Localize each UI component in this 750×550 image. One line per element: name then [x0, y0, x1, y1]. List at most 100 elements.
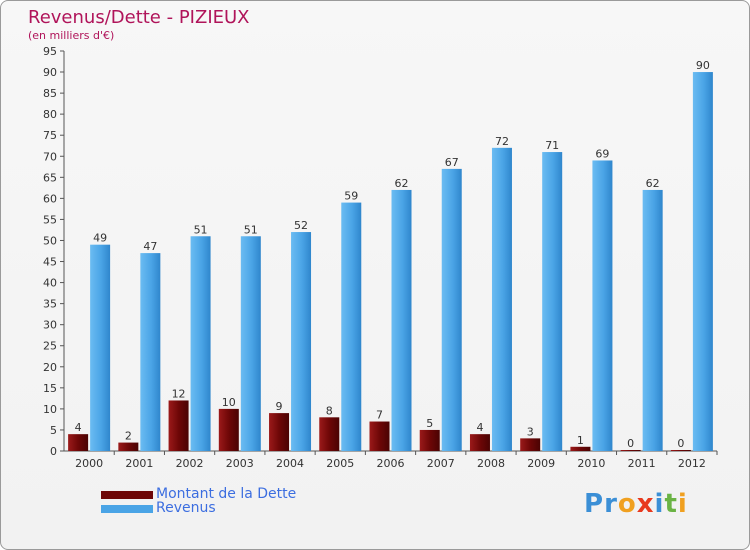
legend-label-revenus: Revenus	[156, 500, 216, 516]
x-tick-label: 2005	[326, 457, 354, 470]
y-tick-label: 95	[43, 45, 57, 58]
y-tick-label: 80	[43, 108, 57, 121]
x-tick-label: 2011	[628, 457, 656, 470]
data-label-dette: 10	[222, 396, 236, 409]
bar-revenus	[190, 236, 211, 451]
bar-revenus	[542, 152, 563, 452]
legend-swatch-revenus	[101, 505, 153, 513]
data-label-revenus: 52	[294, 219, 308, 232]
y-tick-label: 75	[43, 129, 57, 142]
bar-revenus	[140, 253, 161, 451]
y-tick-label: 85	[43, 87, 57, 100]
x-tick-label: 2010	[577, 457, 605, 470]
y-tick-label: 15	[43, 382, 57, 395]
bar-revenus	[341, 202, 362, 451]
y-tick-label: 90	[43, 66, 57, 79]
data-label-dette: 12	[172, 387, 186, 400]
data-label-revenus: 72	[495, 135, 509, 148]
bar-revenus	[291, 232, 312, 451]
bar-dette	[670, 450, 691, 451]
data-label-revenus: 51	[244, 223, 258, 236]
x-tick-label: 2000	[75, 457, 103, 470]
logo-letter: o	[617, 489, 637, 519]
legend-label-dette: Montant de la Dette	[156, 486, 297, 502]
legend-swatch-dette	[101, 491, 153, 499]
y-tick-label: 25	[43, 340, 57, 353]
data-label-dette: 4	[75, 421, 82, 434]
bar-revenus	[592, 160, 613, 451]
bar-revenus	[491, 147, 512, 451]
bar-dette	[419, 429, 440, 451]
x-tick-label: 2004	[276, 457, 304, 470]
bar-dette	[68, 434, 89, 451]
y-tick-label: 0	[50, 445, 57, 458]
bar-dette	[520, 438, 541, 451]
chart-title: Revenus/Dette - PIZIEUX	[28, 7, 250, 28]
data-label-dette: 1	[577, 434, 584, 447]
bar-revenus	[692, 72, 713, 451]
bar-revenus	[90, 244, 111, 451]
y-tick-label: 65	[43, 171, 57, 184]
data-label-dette: 7	[376, 409, 383, 422]
bar-revenus	[441, 168, 462, 452]
data-label-revenus: 90	[696, 59, 710, 72]
logo-letter: i	[677, 489, 688, 519]
data-label-dette: 3	[527, 425, 534, 438]
data-label-dette: 8	[326, 404, 333, 417]
x-tick-label: 2007	[427, 457, 455, 470]
bar-dette	[118, 442, 139, 451]
x-tick-label: 2001	[125, 457, 153, 470]
data-label-revenus: 47	[143, 240, 157, 253]
data-label-revenus: 51	[194, 223, 208, 236]
data-label-revenus: 62	[395, 177, 409, 190]
bar-dette	[570, 446, 591, 451]
bar-dette	[218, 408, 239, 451]
bar-dette	[269, 413, 290, 451]
data-label-dette: 0	[677, 437, 684, 450]
y-tick-label: 45	[43, 256, 57, 269]
data-label-revenus: 62	[646, 177, 660, 190]
x-tick-label: 2008	[477, 457, 505, 470]
x-tick-label: 2003	[226, 457, 254, 470]
y-tick-label: 55	[43, 213, 57, 226]
data-label-revenus: 49	[93, 232, 107, 245]
logo-letter: t	[664, 489, 678, 519]
data-label-revenus: 59	[344, 190, 358, 203]
bar-dette	[369, 421, 390, 451]
bar-dette	[620, 450, 641, 451]
logo-letter: i	[654, 489, 665, 519]
y-tick-label: 20	[43, 361, 57, 374]
bars-layer	[68, 72, 713, 452]
data-label-revenus: 69	[595, 147, 609, 160]
logo-letter: r	[604, 489, 618, 519]
data-label-revenus: 71	[545, 139, 559, 152]
x-tick-label: 2012	[678, 457, 706, 470]
bar-revenus	[240, 236, 261, 451]
data-label-revenus: 67	[445, 156, 459, 169]
data-label-dette: 4	[476, 421, 483, 434]
y-tick-label: 50	[43, 234, 57, 247]
y-tick-label: 70	[43, 150, 57, 163]
logo-letter: P	[584, 489, 605, 519]
x-tick-label: 2002	[176, 457, 204, 470]
data-label-dette: 5	[426, 417, 433, 430]
y-tick-label: 35	[43, 298, 57, 311]
y-tick-label: 30	[43, 319, 57, 332]
y-tick-label: 60	[43, 192, 57, 205]
y-tick-label: 5	[50, 424, 57, 437]
data-label-dette: 9	[276, 400, 283, 413]
proxiti-logo: Proxiti	[584, 489, 688, 519]
chart-subtitle: (en milliers d'€)	[28, 29, 115, 42]
data-label-dette: 2	[125, 430, 132, 443]
y-tick-label: 40	[43, 277, 57, 290]
x-tick-label: 2006	[377, 457, 405, 470]
bar-revenus	[391, 189, 412, 451]
y-tick-label: 10	[43, 403, 57, 416]
data-label-dette: 0	[627, 437, 634, 450]
bar-revenus	[642, 189, 663, 451]
logo-letter: x	[636, 489, 655, 519]
labels-layer: 4492000247200112512002105120039522004859…	[75, 59, 710, 470]
bar-dette	[469, 434, 490, 451]
